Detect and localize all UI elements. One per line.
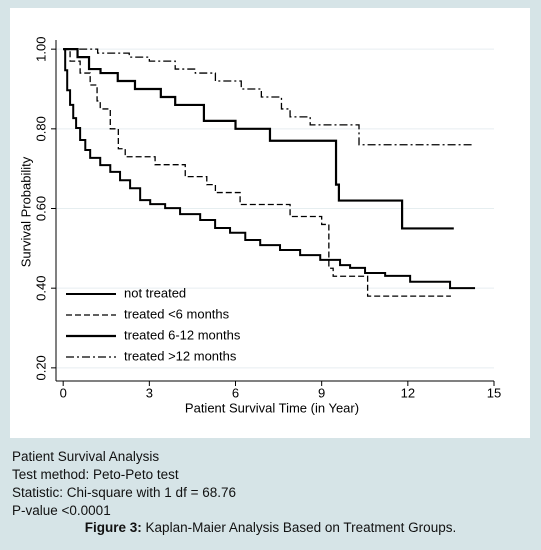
x-tick-label: 15 — [487, 385, 501, 400]
x-tick-label: 6 — [232, 385, 239, 400]
legend-label: treated <6 months — [124, 306, 230, 321]
x-tick-label: 0 — [60, 385, 67, 400]
note: Test method: Peto-Peto test — [12, 467, 179, 482]
survival-curve — [63, 48, 474, 146]
legend-label: not treated — [124, 285, 186, 300]
y-tick-label: 0.80 — [33, 116, 48, 141]
note: Patient Survival Analysis — [12, 449, 160, 464]
y-tick-label: 1.00 — [33, 37, 48, 62]
survival-curve — [63, 48, 476, 290]
caption-label: Figure 3: — [84, 520, 142, 535]
y-tick-label: 0.40 — [33, 276, 48, 301]
caption: Figure 3: Kaplan-Maier Analysis Based on… — [0, 520, 541, 535]
x-axis-title: Patient Survival Time (in Year) — [185, 400, 359, 415]
survival-curve — [63, 48, 454, 230]
y-tick-label: 0.60 — [33, 196, 48, 221]
survival-curve — [63, 48, 451, 297]
x-tick-label: 12 — [401, 385, 415, 400]
note: P-value <0.0001 — [12, 503, 111, 518]
y-axis-title: Survival Probability — [18, 156, 33, 267]
notes: Patient Survival Analysis Test method: P… — [12, 448, 236, 520]
caption-text: Kaplan-Maier Analysis Based on Treatment… — [145, 520, 457, 535]
x-tick-label: 3 — [146, 385, 153, 400]
plot-panel — [10, 8, 530, 438]
y-tick-label: 0.20 — [33, 355, 48, 380]
legend-label: treated 6-12 months — [124, 327, 241, 342]
note: Statistic: Chi-square with 1 df = 68.76 — [12, 485, 236, 500]
legend-label: treated >12 months — [124, 348, 237, 363]
x-tick-label: 9 — [318, 385, 325, 400]
